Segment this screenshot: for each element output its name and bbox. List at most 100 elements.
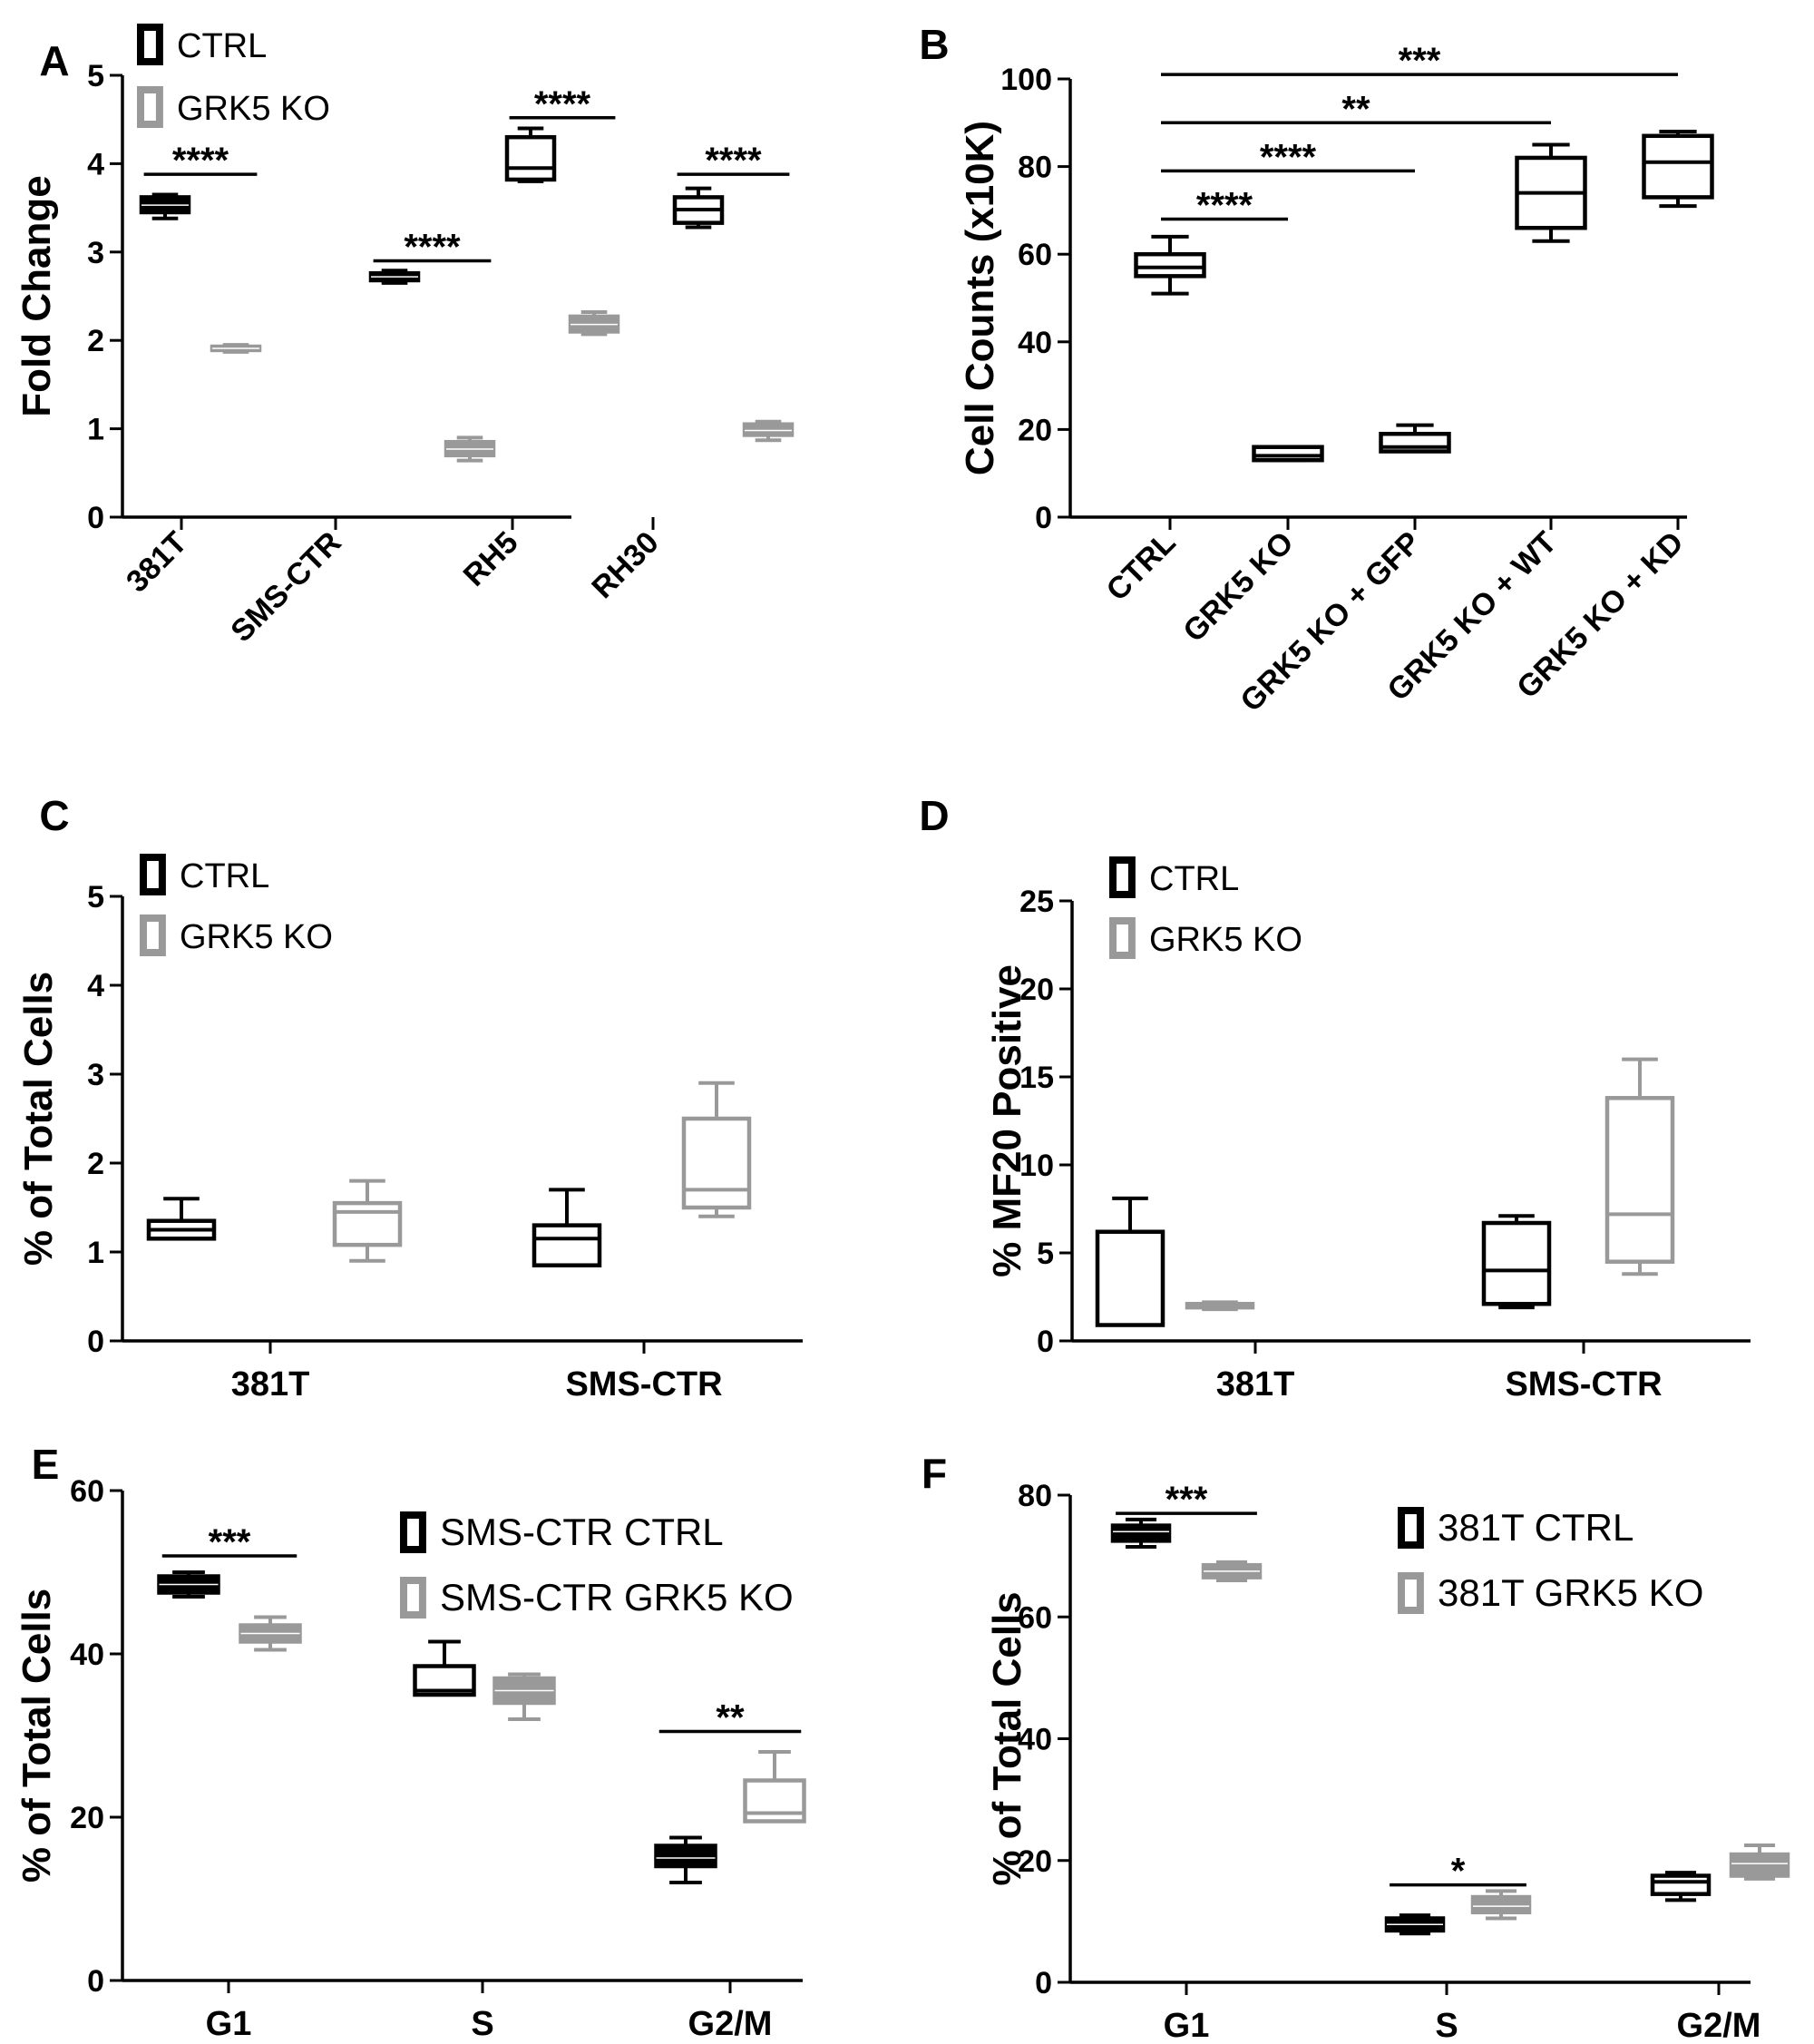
box-ctrl	[1515, 142, 1587, 243]
panel-a: A 0 1 2 3 4 5 Fold Change 381T SMS-CTR RH5 RH30 ****…	[15, 24, 795, 649]
box-ko	[568, 310, 620, 337]
y-axis-title: % of Total Cells	[985, 1591, 1029, 1885]
box	[532, 1223, 602, 1267]
y-tick-label: 0	[87, 501, 104, 535]
legend-label: SMS-CTR CTRL	[440, 1511, 724, 1553]
box-ctrl	[1384, 1913, 1446, 1936]
x-tick-label: SMS-CTR	[224, 525, 347, 649]
y-tick-label: 100	[1000, 63, 1052, 97]
legend-swatch	[1109, 917, 1136, 959]
legend-label: GRK5 KO	[1149, 921, 1302, 959]
panel-label: E	[32, 1441, 60, 1488]
legend-swatch	[400, 1511, 426, 1553]
y-tick-label: 60	[1018, 1600, 1052, 1635]
box	[1481, 1220, 1552, 1306]
box	[1470, 1894, 1532, 1915]
box	[1252, 445, 1324, 463]
y-axis-title: % of Total Cells	[16, 972, 61, 1266]
box	[742, 422, 795, 437]
y-tick-label: 2	[87, 1147, 104, 1181]
y-tick-label: 3	[87, 1058, 104, 1092]
panel-b: B 0 20 40 60 80 100 Cell Counts (x10K) CTRLGRK5 …	[919, 21, 1714, 719]
panel-label: D	[919, 792, 949, 839]
y-tick-label: 1	[87, 1236, 104, 1270]
y-tick-label: 0	[1035, 501, 1052, 535]
x-tick-label: G1	[1164, 2007, 1210, 2044]
legend-label: GRK5 KO	[177, 90, 330, 128]
legend-swatch	[400, 1577, 426, 1619]
box	[681, 1116, 752, 1210]
box	[1095, 1229, 1165, 1327]
significance-label: ****	[534, 84, 591, 124]
box-ko	[743, 1750, 806, 1824]
significance-label: *	[1451, 1852, 1466, 1892]
x-tick-label: G1	[206, 2005, 252, 2043]
panel-c: C 0 1 2 3 4 5 % of Total Cells 381T SMS-CTR CTRL GR…	[16, 792, 803, 1403]
box-ctrl	[157, 1570, 220, 1599]
box-ctrl	[1481, 1214, 1552, 1310]
y-tick-label: 4	[87, 147, 104, 181]
legend-label: CTRL	[177, 27, 267, 65]
y-tick-label: 4	[87, 969, 104, 1003]
significance-label: ***	[1399, 41, 1441, 81]
y-tick-label: 0	[87, 1325, 104, 1359]
significance-label: ****	[705, 141, 762, 181]
box-ctrl	[672, 186, 725, 230]
legend-label: GRK5 KO	[180, 918, 333, 956]
legend-label: SMS-CTR GRK5 KO	[440, 1576, 794, 1619]
legend-swatch	[1398, 1507, 1424, 1549]
box	[1604, 1096, 1675, 1264]
legend-label: 381T GRK5 KO	[1438, 1571, 1703, 1614]
box-ko	[1604, 1057, 1675, 1276]
x-tick-label: SMS-CTR	[565, 1365, 722, 1403]
box-ctrl	[413, 1639, 476, 1697]
x-tick-label: RH30	[585, 525, 665, 605]
y-axis-title: % MF20 Positive	[985, 964, 1029, 1277]
box-ko	[1729, 1843, 1790, 1881]
box-ko	[332, 1178, 403, 1263]
panel-label: C	[39, 792, 69, 839]
box-ctrl	[1642, 129, 1714, 209]
box-ctrl	[139, 192, 191, 220]
y-tick-label: 20	[1019, 973, 1054, 1007]
box-ko	[681, 1081, 752, 1218]
y-tick-label: 60	[70, 1474, 104, 1509]
y-axis-title: Cell Counts (x10K)	[958, 121, 1002, 475]
box	[1134, 251, 1206, 279]
panel-label: B	[919, 21, 949, 68]
box-ko	[742, 419, 795, 443]
box	[504, 134, 557, 182]
x-tick-label: S	[1435, 2007, 1458, 2044]
x-tick-label: G2/M	[688, 2005, 773, 2043]
box-ctrl	[532, 1188, 602, 1267]
y-tick-label: 40	[1018, 1723, 1052, 1757]
box-ctrl	[1095, 1196, 1165, 1327]
box-ko	[1470, 1889, 1532, 1921]
legend-swatch	[137, 86, 163, 128]
y-tick-label: 15	[1019, 1061, 1054, 1095]
y-tick-label: 0	[1035, 1966, 1052, 2000]
legend-label: CTRL	[1149, 860, 1239, 898]
y-tick-label: 5	[1037, 1237, 1054, 1271]
box-ko	[1185, 1300, 1255, 1312]
x-tick-label: 381T	[120, 525, 194, 600]
legend-swatch	[1109, 856, 1136, 898]
significance-label: ****	[1260, 137, 1317, 177]
y-tick-label: 40	[1018, 326, 1052, 360]
box-ctrl	[1134, 234, 1206, 296]
y-tick-label: 0	[87, 1964, 104, 1999]
x-tick-label: CTRL	[1100, 525, 1183, 608]
legend-swatch	[137, 24, 163, 65]
y-tick-label: 80	[1018, 1479, 1052, 1513]
y-tick-label: 20	[1018, 413, 1052, 447]
y-tick-label: 10	[1019, 1149, 1054, 1183]
box-ctrl	[504, 126, 557, 183]
box-ko	[239, 1615, 302, 1652]
significance-label: ****	[172, 141, 229, 181]
significance-label: **	[716, 1698, 745, 1738]
box	[332, 1200, 403, 1247]
box	[1729, 1852, 1790, 1878]
y-tick-label: 1	[87, 413, 104, 447]
